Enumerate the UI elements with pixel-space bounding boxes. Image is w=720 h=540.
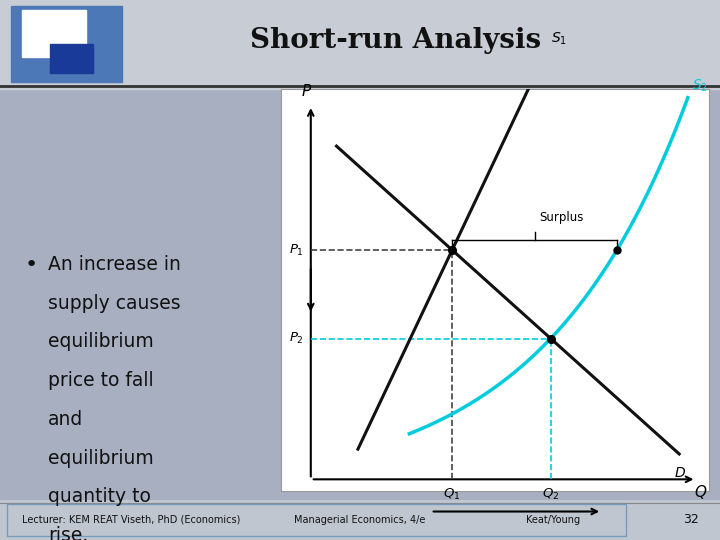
Text: $S_2$: $S_2$	[692, 77, 708, 93]
Text: price to fall: price to fall	[48, 371, 154, 390]
Text: Surplus: Surplus	[539, 211, 583, 224]
Text: P: P	[302, 84, 311, 99]
Text: quantity to: quantity to	[48, 487, 151, 507]
Text: equilibrium: equilibrium	[48, 449, 154, 468]
Text: Short-run Analysis: Short-run Analysis	[251, 26, 541, 53]
Text: $S_1$: $S_1$	[551, 30, 567, 47]
Text: Managerial Economics, 4/e: Managerial Economics, 4/e	[294, 515, 426, 525]
Text: rise.: rise.	[48, 526, 89, 540]
Text: An increase in: An increase in	[48, 255, 181, 274]
Text: Lecturer: KEM REAT Viseth, PhD (Economics): Lecturer: KEM REAT Viseth, PhD (Economic…	[22, 515, 240, 525]
Text: $Q_1$: $Q_1$	[444, 488, 461, 503]
Bar	[50, 44, 93, 73]
Text: Keat/Young: Keat/Young	[526, 515, 580, 525]
Text: •: •	[24, 255, 38, 275]
Bar	[11, 6, 122, 82]
Text: D: D	[675, 466, 685, 480]
Text: $P_1$: $P_1$	[289, 242, 305, 258]
Text: Q: Q	[695, 485, 706, 501]
Bar	[22, 10, 86, 57]
Text: and: and	[48, 410, 84, 429]
Text: $P_2$: $P_2$	[289, 331, 305, 346]
Text: $Q_2$: $Q_2$	[542, 488, 559, 503]
Text: 32: 32	[683, 513, 698, 526]
Text: supply causes: supply causes	[48, 294, 181, 313]
Text: equilibrium: equilibrium	[48, 332, 154, 352]
